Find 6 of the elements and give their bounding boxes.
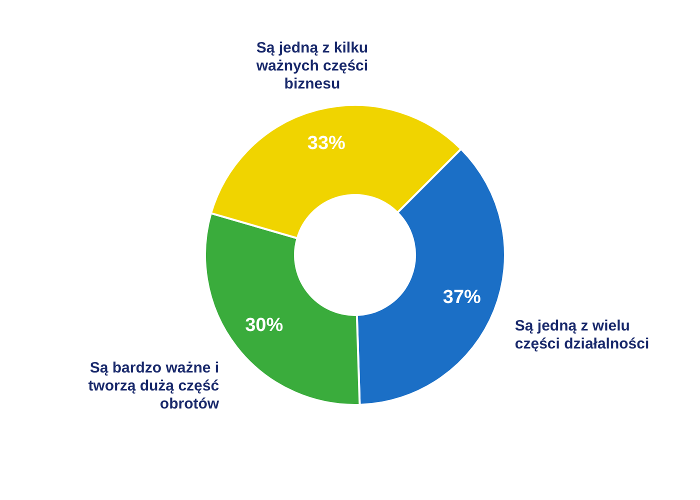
data-label: 37% bbox=[442, 286, 482, 308]
slice-label: Są jedną z wielu części działalności bbox=[514, 317, 650, 352]
slice-label: Są jedną z kilku ważnych części biznesu bbox=[255, 39, 368, 92]
data-label: 33% bbox=[307, 133, 346, 154]
data-label: 30% bbox=[245, 314, 284, 336]
slice-label: Są bardzo ważne i tworzą dużą część obrotów bbox=[88, 359, 220, 412]
